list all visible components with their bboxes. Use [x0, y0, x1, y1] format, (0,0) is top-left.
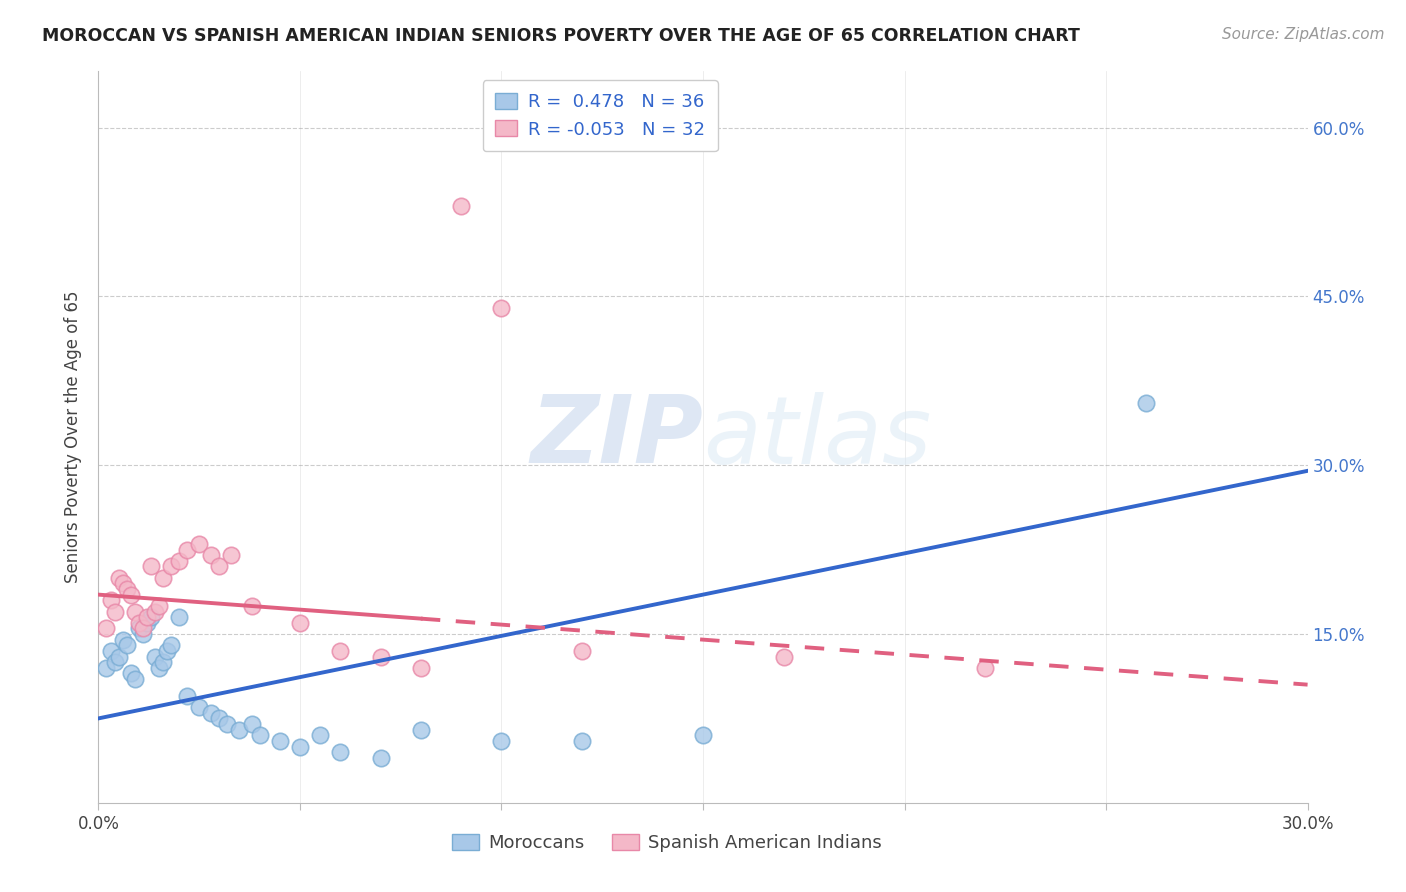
Point [124, 605, 146, 619]
Point [176, 542, 198, 557]
Text: Source: ZipAtlas.com: Source: ZipAtlas.com [1222, 27, 1385, 42]
Point [200, 548, 222, 562]
Point [115, 638, 138, 652]
Point [370, 751, 392, 765]
Point [269, 734, 291, 748]
Point [200, 706, 222, 720]
Point [120, 588, 142, 602]
Point [100, 593, 122, 607]
Point [148, 661, 170, 675]
Point [288, 739, 311, 754]
Point [176, 689, 198, 703]
Point [156, 644, 179, 658]
Point [107, 571, 129, 585]
Point [329, 745, 352, 759]
Point [103, 655, 125, 669]
Point [139, 559, 162, 574]
Point [240, 599, 263, 613]
Point [139, 610, 162, 624]
Point [167, 554, 190, 568]
Point [329, 644, 352, 658]
Point [692, 728, 714, 742]
Point [115, 582, 138, 596]
Point [772, 649, 794, 664]
Point [571, 734, 593, 748]
Point [124, 672, 146, 686]
Point [96, 621, 118, 635]
Point [143, 605, 166, 619]
Point [409, 661, 432, 675]
Point [1135, 396, 1157, 410]
Point [370, 649, 392, 664]
Point [188, 537, 211, 551]
Point [491, 734, 513, 748]
Point [288, 615, 311, 630]
Point [107, 649, 129, 664]
Point [571, 644, 593, 658]
Point [249, 728, 271, 742]
Point [135, 610, 157, 624]
Point [160, 559, 183, 574]
Point [208, 711, 231, 725]
Point [143, 649, 166, 664]
Point [167, 610, 190, 624]
Point [208, 559, 231, 574]
Text: ZIP: ZIP [530, 391, 703, 483]
Point [132, 627, 155, 641]
Point [228, 723, 250, 737]
Point [135, 615, 157, 630]
Point [160, 638, 183, 652]
Point [100, 644, 122, 658]
Point [128, 621, 150, 635]
Point [221, 548, 243, 562]
Point [128, 615, 150, 630]
Point [217, 717, 239, 731]
Point [111, 632, 134, 647]
Point [974, 661, 997, 675]
Point [103, 605, 125, 619]
Text: atlas: atlas [703, 392, 931, 483]
Point [152, 655, 174, 669]
Point [111, 576, 134, 591]
Point [132, 621, 155, 635]
Point [96, 661, 118, 675]
Point [152, 571, 174, 585]
Point [240, 717, 263, 731]
Point [450, 199, 472, 213]
Point [148, 599, 170, 613]
Point [120, 666, 142, 681]
Point [309, 728, 332, 742]
Point [491, 301, 513, 315]
Point [409, 723, 432, 737]
Y-axis label: Seniors Poverty Over the Age of 65: Seniors Poverty Over the Age of 65 [65, 291, 83, 583]
Legend: Moroccans, Spanish American Indians: Moroccans, Spanish American Indians [444, 827, 889, 860]
Point [188, 700, 211, 714]
Text: MOROCCAN VS SPANISH AMERICAN INDIAN SENIORS POVERTY OVER THE AGE OF 65 CORRELATI: MOROCCAN VS SPANISH AMERICAN INDIAN SENI… [42, 27, 1080, 45]
